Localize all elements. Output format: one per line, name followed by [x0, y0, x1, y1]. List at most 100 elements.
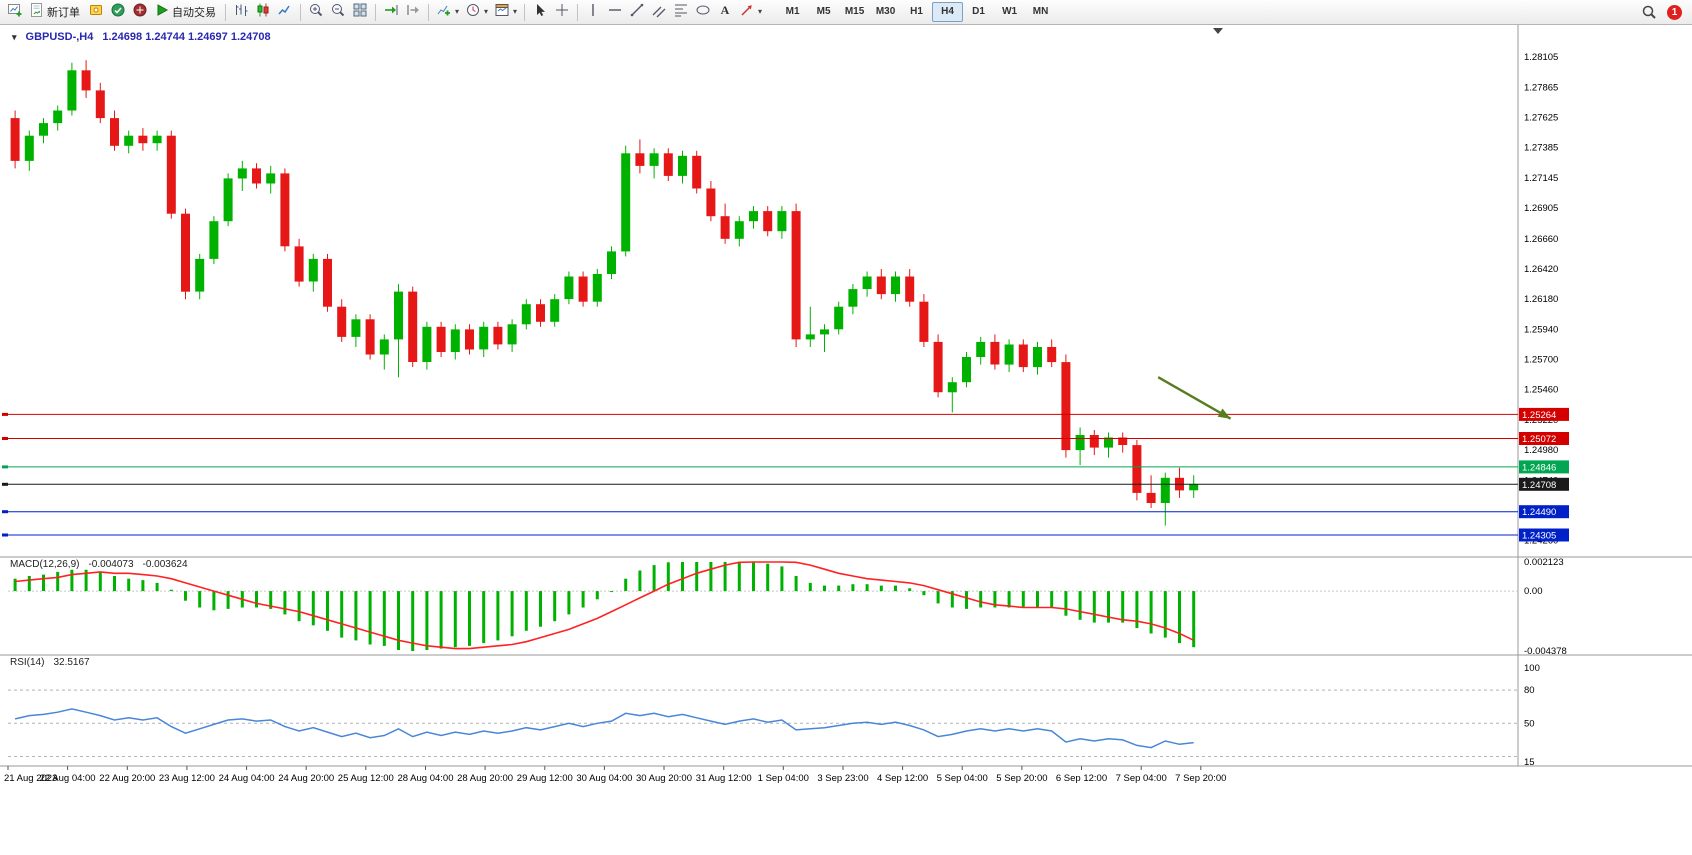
arrow-annotation[interactable]: [1157, 376, 1232, 420]
button-label: 新订单: [47, 7, 80, 19]
horizontal-line-button[interactable]: [604, 0, 626, 25]
macd-bar: [468, 591, 471, 646]
macd-bar: [212, 591, 216, 611]
candle: [1018, 339, 1028, 373]
candle: [1132, 440, 1142, 501]
ohlc-values: 1.24698 1.24744 1.24697 1.24708: [102, 31, 271, 43]
macd-bar: [340, 591, 344, 638]
chart-shift-marker[interactable]: [1213, 28, 1223, 34]
timeframe-m30[interactable]: M30: [875, 6, 896, 17]
chart-shift-button[interactable]: [402, 0, 424, 25]
macd-bar: [141, 580, 145, 592]
arrow-button[interactable]: ▾: [736, 0, 765, 25]
auto-trading-button[interactable]: 自动交易: [151, 0, 221, 25]
timeframe-h4[interactable]: H4: [932, 2, 964, 22]
macd-bar: [879, 585, 883, 592]
svg-text:1.25264: 1.25264: [1522, 410, 1556, 421]
new-chart-button[interactable]: [4, 0, 26, 25]
indicators-button[interactable]: ▾: [433, 0, 462, 25]
macd-bar: [354, 591, 358, 641]
bar-chart-icon: [233, 2, 249, 23]
toolbar-separator: [524, 3, 526, 21]
timeframe-d1[interactable]: D1: [972, 6, 985, 17]
candle: [95, 82, 105, 124]
time-axis-label: 4 Sep 12:00: [877, 773, 928, 784]
time-axis-label: 29 Aug 12:00: [517, 773, 573, 784]
expert-advisor-button[interactable]: [85, 0, 107, 25]
chart-title[interactable]: ▾ GBPUSD-,H4 1.24698 1.24744 1.24697 1.2…: [8, 30, 275, 44]
timeframe-w1[interactable]: W1: [1002, 6, 1018, 17]
arrow-icon: [739, 2, 755, 23]
candle: [280, 168, 290, 252]
horizontal-line[interactable]: [2, 533, 1518, 537]
macd-bar: [510, 591, 514, 637]
line-chart-button[interactable]: [274, 0, 296, 25]
time-axis-label: 30 Aug 20:00: [636, 773, 692, 784]
periods-button[interactable]: ▾: [462, 0, 491, 25]
candlestick-chart-button[interactable]: [252, 0, 274, 25]
horizontal-line[interactable]: [2, 465, 1518, 469]
macd-bar: [368, 591, 372, 645]
new-order-icon: [29, 2, 45, 23]
text-button[interactable]: A: [714, 0, 736, 25]
svg-text:1.24708: 1.24708: [1522, 480, 1556, 491]
horizontal-line[interactable]: [2, 510, 1518, 514]
candle: [1047, 339, 1057, 368]
macd-axis-label: 0.002123: [1524, 557, 1564, 568]
navigator-button[interactable]: [129, 0, 151, 25]
zoom-in-button[interactable]: [305, 0, 327, 25]
timeframe-m15[interactable]: M15: [844, 6, 865, 17]
search-icon[interactable]: [1638, 0, 1660, 25]
candle: [720, 203, 730, 244]
time-axis-label: 25 Aug 12:00: [338, 773, 394, 784]
zoom-out-button[interactable]: [327, 0, 349, 25]
toolbar-separator: [428, 3, 429, 21]
auto-scroll-button[interactable]: [380, 0, 402, 25]
timeframe-h1[interactable]: H1: [910, 6, 923, 17]
svg-text:A: A: [721, 3, 730, 17]
timeframe-mn[interactable]: MN: [1032, 6, 1049, 17]
macd-bar: [851, 584, 855, 591]
vertical-line-button[interactable]: [582, 0, 604, 25]
price-tag: 1.25264: [1519, 407, 1569, 421]
current-price-line[interactable]: [2, 482, 1518, 486]
price-axis-label: 1.26420: [1524, 264, 1558, 275]
macd-bar: [127, 578, 131, 591]
trendline-button[interactable]: [626, 0, 648, 25]
crosshair-button[interactable]: [551, 0, 573, 25]
templates-button[interactable]: ▾: [491, 0, 520, 25]
price-axis-label: 1.24980: [1524, 445, 1558, 456]
horizontal-line[interactable]: [2, 412, 1518, 416]
rsi-title: RSI(14): [10, 657, 45, 668]
candle: [1104, 432, 1113, 458]
shapes-button[interactable]: [692, 0, 714, 25]
chevron-down-icon: ▾: [484, 7, 489, 16]
rsi-axis-label: 50: [1524, 718, 1535, 729]
channel-button[interactable]: [648, 0, 670, 25]
expert-advisor-icon: [88, 2, 104, 23]
candle: [1004, 339, 1014, 373]
candle: [1175, 467, 1184, 498]
time-axis-label: 3 Sep 23:00: [817, 773, 868, 784]
timeframe-m1[interactable]: M1: [785, 6, 800, 17]
price-axis-label: 1.27385: [1524, 143, 1558, 154]
price-tag: 1.24846: [1519, 460, 1569, 474]
timeframe-m5[interactable]: M5: [816, 6, 831, 17]
notification-badge[interactable]: 1: [1667, 4, 1682, 20]
tile-windows-button[interactable]: [349, 0, 371, 25]
fibonacci-button[interactable]: [670, 0, 692, 25]
candle: [252, 163, 261, 189]
new-order-button[interactable]: 新订单: [26, 0, 85, 25]
symbol-dropdown-icon[interactable]: ▾: [12, 31, 17, 42]
candle: [365, 314, 375, 360]
market-watch-button[interactable]: [107, 0, 129, 25]
macd-axis-label: 0.00: [1524, 586, 1543, 597]
svg-text:1.25072: 1.25072: [1522, 434, 1556, 445]
vertical-line-icon: [585, 2, 601, 23]
bar-chart-button[interactable]: [230, 0, 252, 25]
candle: [507, 319, 517, 352]
cursor-button[interactable]: [529, 0, 551, 25]
macd-bar: [13, 578, 17, 591]
horizontal-line[interactable]: [2, 437, 1518, 440]
